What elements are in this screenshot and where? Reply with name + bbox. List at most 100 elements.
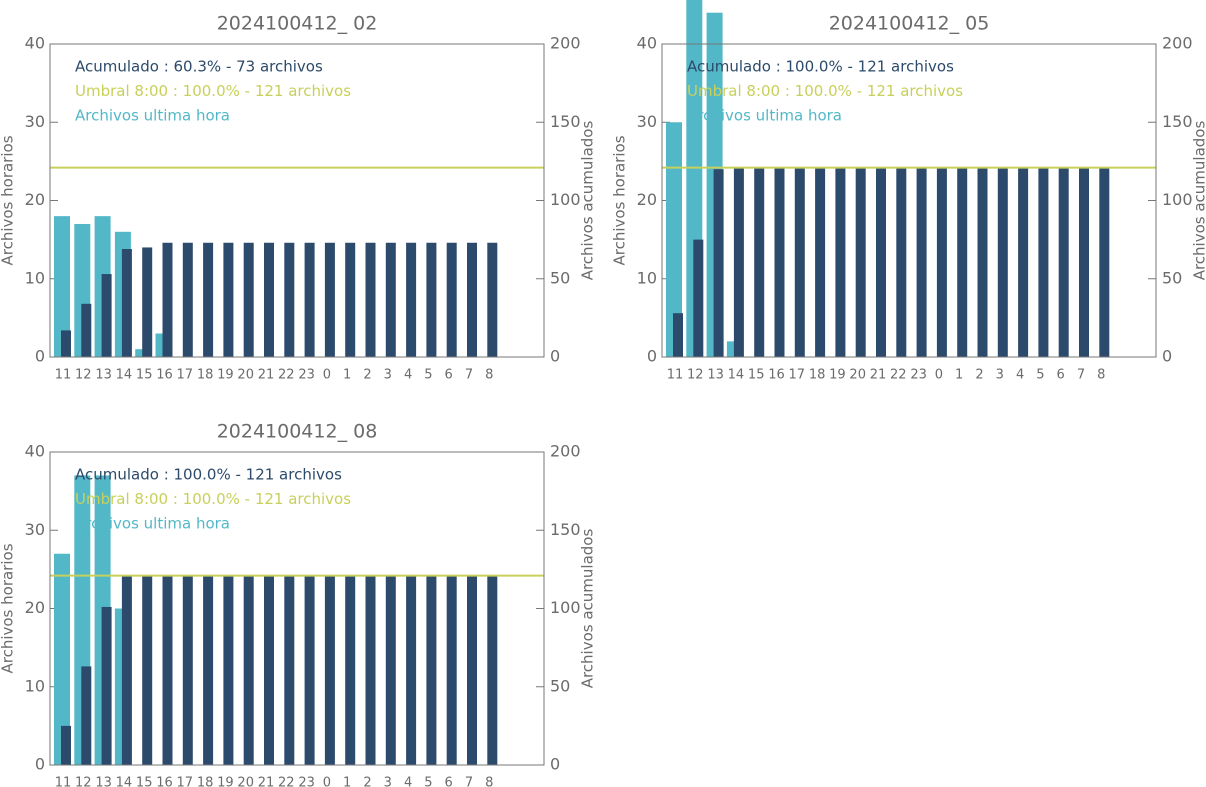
y-tick-label: 0 [35, 755, 45, 774]
x-tick-label: 8 [485, 368, 493, 383]
bar [1038, 167, 1049, 357]
panel: 2024100412_ 08010203040050100150200Archi… [0, 421, 597, 787]
x-tick-label: 18 [809, 368, 826, 383]
bar [142, 247, 153, 357]
y-tick-label: 0 [647, 347, 657, 366]
bar [365, 575, 376, 765]
chart-title: 2024100412_ 05 [829, 13, 990, 35]
bar [997, 167, 1008, 357]
y-tick-label: 30 [25, 520, 45, 539]
x-tick-label: 17 [177, 776, 194, 787]
bar [304, 242, 315, 357]
bar [81, 666, 92, 765]
y-tick-label: 30 [25, 112, 45, 131]
bar [426, 575, 437, 765]
bar [324, 575, 335, 765]
x-tick-label: 16 [156, 368, 173, 383]
y-tick-label: 10 [25, 676, 45, 695]
x-tick-label: 19 [217, 368, 234, 383]
bar [794, 167, 805, 357]
y-tick-label: 20 [637, 190, 657, 209]
x-tick-label: 20 [237, 776, 254, 787]
x-tick-label: 2 [363, 368, 371, 383]
bar [426, 242, 437, 357]
x-tick-label: 11 [55, 368, 72, 383]
bar [754, 167, 765, 357]
x-tick-label: 6 [445, 368, 453, 383]
bar [693, 239, 704, 357]
x-tick-label: 14 [116, 368, 133, 383]
x-tick-label: 12 [75, 776, 92, 787]
y-tick-label: 20 [25, 190, 45, 209]
x-tick-label: 8 [485, 776, 493, 787]
y2-tick-label: 200 [550, 442, 581, 461]
x-tick-label: 11 [55, 776, 72, 787]
x-tick-label: 4 [404, 368, 412, 383]
bar [1099, 167, 1110, 357]
x-tick-label: 17 [789, 368, 806, 383]
bar [203, 242, 214, 357]
bar [243, 575, 254, 765]
y-axis-label: Archivos horarios [0, 543, 17, 673]
bar [666, 122, 682, 357]
x-tick-label: 12 [75, 368, 92, 383]
bar [54, 553, 70, 765]
bar [182, 575, 193, 765]
bar [977, 167, 988, 357]
bar [467, 242, 477, 357]
x-tick-label: 1 [343, 776, 351, 787]
bar [774, 167, 785, 357]
x-tick-label: 4 [404, 776, 412, 787]
bar [345, 575, 356, 765]
x-tick-label: 4 [1016, 368, 1024, 383]
bar [223, 575, 234, 765]
x-tick-label: 21 [870, 368, 887, 383]
bar [713, 169, 724, 357]
y-tick-label: 0 [35, 347, 45, 366]
y2-tick-label: 0 [550, 347, 560, 366]
x-tick-label: 18 [197, 368, 214, 383]
y2-tick-label: 150 [550, 520, 581, 539]
x-tick-label: 19 [829, 368, 846, 383]
x-tick-label: 7 [465, 776, 473, 787]
bar [182, 242, 193, 357]
legend-entry: Umbral 8:00 : 100.0% - 121 archivos [75, 490, 351, 508]
x-tick-label: 0 [323, 368, 331, 383]
x-tick-label: 8 [1097, 368, 1105, 383]
x-tick-label: 22 [890, 368, 907, 383]
bar [284, 575, 295, 765]
bar [446, 242, 457, 357]
y2-tick-label: 200 [1162, 34, 1193, 53]
bar [324, 242, 335, 357]
x-tick-label: 23 [298, 776, 315, 787]
bar [406, 242, 417, 357]
legend-entry: Umbral 8:00 : 100.0% - 121 archivos [75, 82, 351, 100]
x-tick-label: 20 [237, 368, 254, 383]
bar [264, 575, 274, 765]
legend-entry: Acumulado : 100.0% - 121 archivos [687, 58, 954, 76]
y2-tick-label: 100 [550, 598, 581, 617]
bar [467, 575, 477, 765]
y-tick-label: 40 [25, 442, 45, 461]
y2-axis-label: Archivos acumulados [1191, 121, 1206, 281]
y2-axis-label: Archivos acumulados [579, 529, 597, 689]
x-tick-label: 5 [424, 776, 432, 787]
x-tick-label: 13 [707, 368, 724, 383]
panel: 2024100412_ 02010203040050100150200Archi… [0, 13, 597, 383]
x-tick-label: 20 [849, 368, 866, 383]
bar [121, 575, 132, 765]
y-tick-label: 10 [25, 268, 45, 287]
y2-tick-label: 0 [550, 755, 560, 774]
bar [855, 167, 866, 357]
x-tick-label: 12 [687, 368, 704, 383]
bar [81, 303, 92, 357]
x-tick-label: 7 [1077, 368, 1085, 383]
bar [876, 167, 886, 357]
y2-tick-label: 200 [550, 34, 581, 53]
bar [896, 167, 907, 357]
bar [284, 242, 295, 357]
chart-title: 2024100412_ 02 [217, 13, 378, 35]
legend-entry: Archivos ultima hora [687, 107, 842, 125]
bar [162, 575, 173, 765]
legend-entry: Umbral 8:00 : 100.0% - 121 archivos [687, 82, 963, 100]
